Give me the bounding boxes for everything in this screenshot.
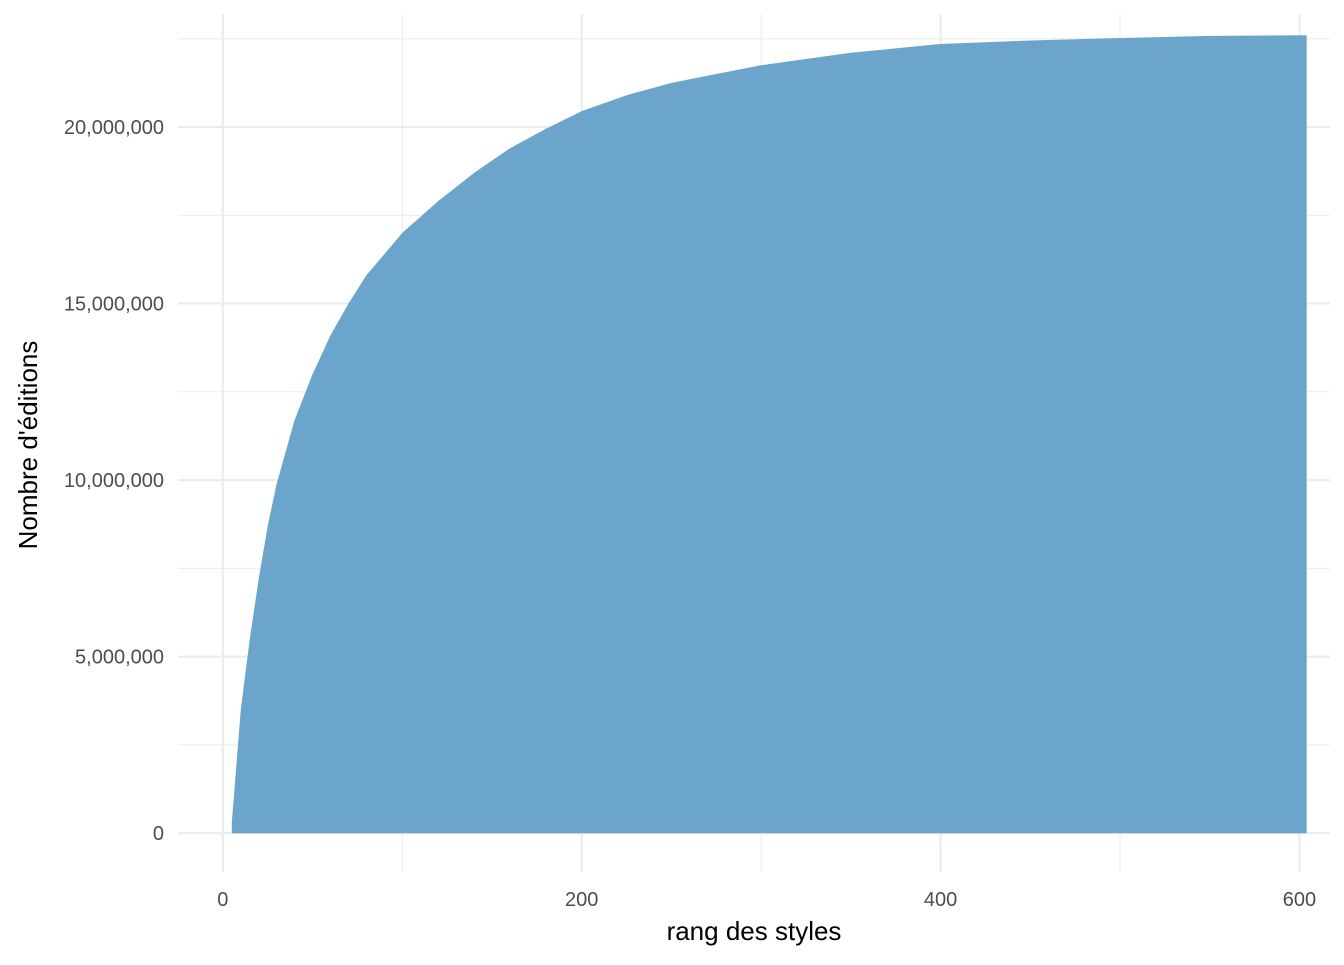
area-series-0 (231, 35, 1307, 834)
y-tick-label: 0 (153, 823, 164, 845)
y-tick-label: 15,000,000 (64, 294, 164, 316)
x-tick-label: 200 (565, 889, 598, 911)
x-tick-label: 600 (1283, 889, 1316, 911)
x-tick-label: 0 (217, 889, 228, 911)
x-tick-label: 400 (924, 889, 957, 911)
y-tick-label: 20,000,000 (64, 117, 164, 139)
y-tick-label: 10,000,000 (64, 470, 164, 492)
y-axis-tick-labels: 0 5,000,000 10,000,000 15,000,000 20,000,000 (64, 117, 164, 845)
x-axis-tick-labels: 0 200 400 600 (217, 889, 1316, 911)
y-axis-title: Nombre d'éditions (13, 341, 43, 550)
x-axis-title: rang des styles (667, 916, 842, 946)
y-tick-label: 5,000,000 (75, 647, 164, 669)
plot-marks (231, 35, 1307, 834)
